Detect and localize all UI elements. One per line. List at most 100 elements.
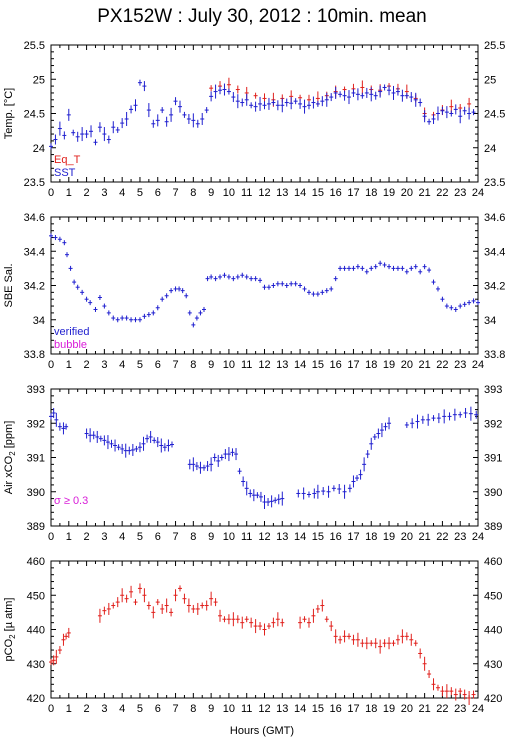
data-point [200, 112, 205, 125]
x-tick-label: 16 [330, 703, 342, 715]
y-tick-label-left: 393 [27, 384, 45, 396]
data-point [142, 313, 147, 319]
data-point [302, 99, 307, 114]
data-point [293, 98, 298, 105]
x-tick-label: 6 [155, 187, 161, 199]
data-point [231, 612, 236, 627]
data-point [89, 125, 94, 138]
data-point [404, 92, 409, 99]
series-SST [49, 79, 476, 150]
x-tick-label: 20 [401, 187, 413, 199]
data-point [84, 296, 89, 302]
data-point [186, 113, 191, 124]
data-point [142, 81, 147, 92]
data-point [164, 598, 169, 613]
data-point [49, 143, 53, 150]
x-tick-label: 23 [454, 187, 466, 199]
data-point [209, 274, 214, 280]
x-tick-label: 14 [294, 187, 306, 199]
data-point [205, 276, 210, 282]
y-tick-label-right: 25.5 [484, 40, 505, 52]
data-point [234, 448, 239, 461]
data-point [435, 286, 440, 292]
x-tick-label: 4 [119, 531, 125, 543]
x-tick-label: 5 [137, 703, 143, 715]
data-point [49, 233, 53, 239]
data-point [80, 127, 85, 142]
data-point [204, 107, 209, 114]
data-point [102, 435, 107, 446]
data-point [222, 272, 227, 278]
data-point [315, 484, 320, 499]
data-point [338, 265, 343, 271]
data-point [395, 87, 400, 96]
plot-frame [50, 44, 479, 183]
data-point [324, 288, 329, 294]
x-tick-label: 17 [347, 531, 359, 543]
x-tick-label: 3 [101, 531, 107, 543]
data-point [137, 79, 142, 86]
x-tick-label: 9 [208, 187, 214, 199]
data-point [449, 110, 454, 117]
data-point [280, 618, 285, 627]
data-point [226, 614, 231, 625]
chart-panel-4: 0 1 2 3 4 5 6 7 8 9 10 11 12 13 14 15 16 17 18 19 20 21 22 23 24… [3, 556, 502, 715]
x-tick-label: 13 [276, 359, 288, 371]
data-point [253, 92, 258, 99]
data-point [296, 489, 301, 498]
x-tick-label: 8 [190, 703, 196, 715]
data-point [360, 265, 365, 271]
data-point [364, 637, 369, 650]
data-point [177, 100, 182, 113]
data-point [145, 434, 150, 443]
data-point [431, 678, 436, 691]
x-tick-label: 8 [190, 531, 196, 543]
data-point [57, 646, 62, 655]
x-tick-label: 20 [401, 531, 413, 543]
x-tick-label: 21 [419, 359, 431, 371]
data-point [209, 91, 214, 102]
data-point [435, 684, 440, 691]
annotation: σ ≥ 0.3 [54, 495, 88, 507]
data-point [471, 298, 476, 304]
data-point [148, 430, 153, 443]
data-point [54, 412, 59, 427]
data-point [331, 485, 336, 492]
y-axis-label: pCO2 [µ atm] [3, 598, 17, 662]
data-point [333, 86, 338, 99]
data-point [275, 100, 280, 111]
data-point [205, 461, 210, 472]
data-point [240, 98, 245, 107]
data-point [302, 616, 307, 623]
data-point [64, 633, 69, 640]
data-point [180, 288, 185, 294]
x-tick-label: 7 [172, 187, 178, 199]
data-point [266, 97, 271, 110]
data-point [453, 104, 458, 115]
x-tick-label: 18 [365, 187, 377, 199]
data-point [186, 598, 191, 613]
data-point [418, 269, 423, 275]
x-tick-label: 5 [137, 187, 143, 199]
y-tick-label-right: 33.8 [484, 349, 505, 361]
data-point [306, 101, 311, 110]
data-point [62, 131, 67, 140]
data-point [91, 431, 96, 440]
data-point [111, 315, 116, 321]
data-point [436, 413, 441, 424]
x-tick-label: 15 [312, 703, 324, 715]
data-point [235, 94, 240, 109]
chart-title: PX152W : July 30, 2012 : 10min. mean [97, 6, 427, 27]
data-point [127, 446, 132, 455]
x-tick-label: 6 [155, 359, 161, 371]
data-point [333, 276, 338, 282]
data-point [113, 439, 118, 452]
data-point [253, 619, 258, 634]
series-Eq_T [209, 77, 472, 120]
data-point [324, 616, 329, 623]
y-axis-label: Air xCO2 [ppm] [3, 421, 17, 495]
data-point [53, 134, 58, 145]
y-tick-label-right: 393 [484, 384, 502, 396]
data-point [329, 286, 334, 292]
data-point [88, 300, 93, 306]
